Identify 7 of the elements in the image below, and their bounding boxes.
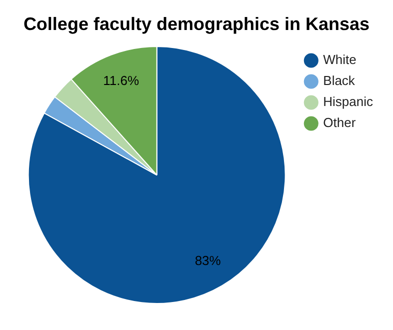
legend-label: Black xyxy=(323,73,356,88)
data-label: 11.6% xyxy=(103,72,140,88)
legend-label: Other xyxy=(323,115,356,130)
legend-label: White xyxy=(323,52,356,68)
chart-title: College faculty demographics in Kansas xyxy=(22,13,371,36)
legend-label: Hispanic xyxy=(323,94,374,110)
data-label: 83% xyxy=(194,252,222,268)
